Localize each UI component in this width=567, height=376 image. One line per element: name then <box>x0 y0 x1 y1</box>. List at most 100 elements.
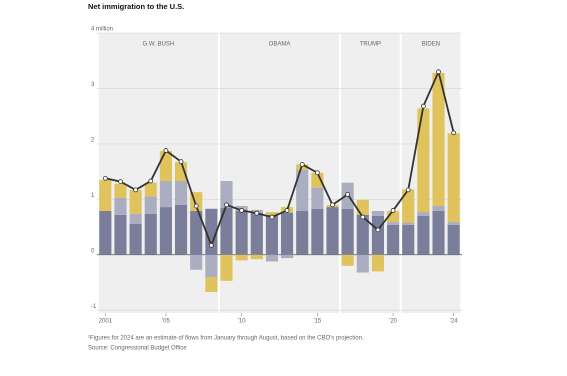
net-point <box>178 159 184 165</box>
bar-segment <box>220 207 233 255</box>
bar-segment <box>265 214 278 255</box>
bar-segment <box>114 214 127 255</box>
bar-segment <box>99 179 112 211</box>
net-point <box>133 187 139 193</box>
y-tick-label: 4 million <box>91 27 113 33</box>
bar-segment <box>311 172 324 188</box>
background-layer: G.W. BUSH OBAMA TRUMP BIDEN 4 million 3 2 1 0 -1 2… <box>91 27 462 325</box>
bar-segment <box>159 151 172 182</box>
bar-segment <box>235 254 248 261</box>
bar-segment <box>144 196 157 214</box>
bar-segment <box>432 210 445 255</box>
bar-segment <box>220 181 233 208</box>
x-tick-label: '05 <box>162 319 170 325</box>
bar-segment <box>190 210 203 255</box>
net-point <box>224 202 229 208</box>
bar-segment <box>250 212 263 255</box>
bar-segment <box>159 207 172 255</box>
bar-segment <box>114 183 127 198</box>
bar-segment <box>341 208 354 255</box>
bar-segment <box>159 181 172 208</box>
x-tick-label: '10 <box>238 319 246 325</box>
bar-segment <box>371 210 385 216</box>
era-label: G.W. BUSH <box>143 42 175 48</box>
bar-segment <box>235 210 248 255</box>
bar-segment <box>250 254 263 260</box>
net-point <box>299 162 305 167</box>
bar-segment <box>174 181 188 205</box>
bar-segment <box>281 254 294 259</box>
net-point <box>163 148 169 153</box>
bar-segment <box>417 108 430 213</box>
bar-segment <box>341 254 354 266</box>
bar-segment <box>220 254 233 281</box>
era-band <box>98 33 218 313</box>
bar-segment <box>356 214 369 255</box>
bar-segment <box>174 204 188 255</box>
bar-segment <box>417 212 430 216</box>
net-point <box>254 210 260 216</box>
bar-segment <box>311 187 324 209</box>
bar-segment <box>417 215 430 255</box>
era-label: OBAMA <box>269 42 291 48</box>
era-label: BIDEN <box>422 42 440 48</box>
net-point <box>118 179 123 184</box>
bar-segment <box>190 254 203 270</box>
y-tick-label: -1 <box>91 304 97 310</box>
x-tick-label: '15 <box>313 319 321 325</box>
marks-layer <box>99 69 460 292</box>
net-point <box>451 130 457 136</box>
net-point <box>436 69 441 75</box>
bar-segment <box>129 189 142 214</box>
bar-segment <box>265 254 278 262</box>
x-tick-label: 2001 <box>99 319 113 325</box>
era-band <box>341 33 400 313</box>
bar-segment <box>205 208 218 255</box>
bar-segment <box>447 133 460 223</box>
chart-title: Net immigration to the U.S. <box>88 2 184 11</box>
x-tick-label: '20 <box>389 319 397 325</box>
bar-segment <box>387 222 400 225</box>
bar-segment <box>371 254 385 272</box>
bar-segment <box>205 254 218 277</box>
bar-segment <box>205 276 218 292</box>
bar-segment <box>326 207 339 255</box>
bar-segment <box>311 208 324 255</box>
net-point <box>269 214 275 220</box>
net-point <box>360 214 366 220</box>
net-point <box>284 208 290 213</box>
bar-segment <box>356 254 369 273</box>
source: Source: Congressional Budget Office <box>88 346 187 352</box>
bar-segment <box>114 197 127 215</box>
bar-segment <box>281 212 294 255</box>
bar-segment <box>447 222 460 225</box>
bar-segment <box>432 205 445 211</box>
net-point <box>405 187 411 193</box>
net-point <box>375 227 381 233</box>
net-point <box>420 103 426 109</box>
net-point <box>148 178 154 184</box>
y-tick-label: 3 <box>91 82 95 88</box>
net-point <box>102 175 108 181</box>
bar-segment <box>129 213 142 224</box>
bar-segment <box>144 213 157 255</box>
net-line <box>105 69 455 248</box>
net-point <box>330 202 335 208</box>
bar-segment <box>402 224 415 255</box>
bar-segment <box>402 222 415 225</box>
bar-segment <box>99 210 112 255</box>
bar-segment <box>265 212 278 215</box>
net-point <box>314 170 320 176</box>
footnote: ¹Figures for 2024 are an estimate of flo… <box>88 336 364 342</box>
bar-segment <box>144 182 157 197</box>
bar-segment <box>296 169 309 211</box>
bar-segment <box>296 210 309 255</box>
bar-segment <box>387 210 400 223</box>
net-point <box>239 208 245 213</box>
era-label: TRUMP <box>360 42 381 48</box>
net-point <box>345 191 351 197</box>
bar-segment <box>129 223 142 255</box>
y-tick-label: 1 <box>91 193 95 199</box>
